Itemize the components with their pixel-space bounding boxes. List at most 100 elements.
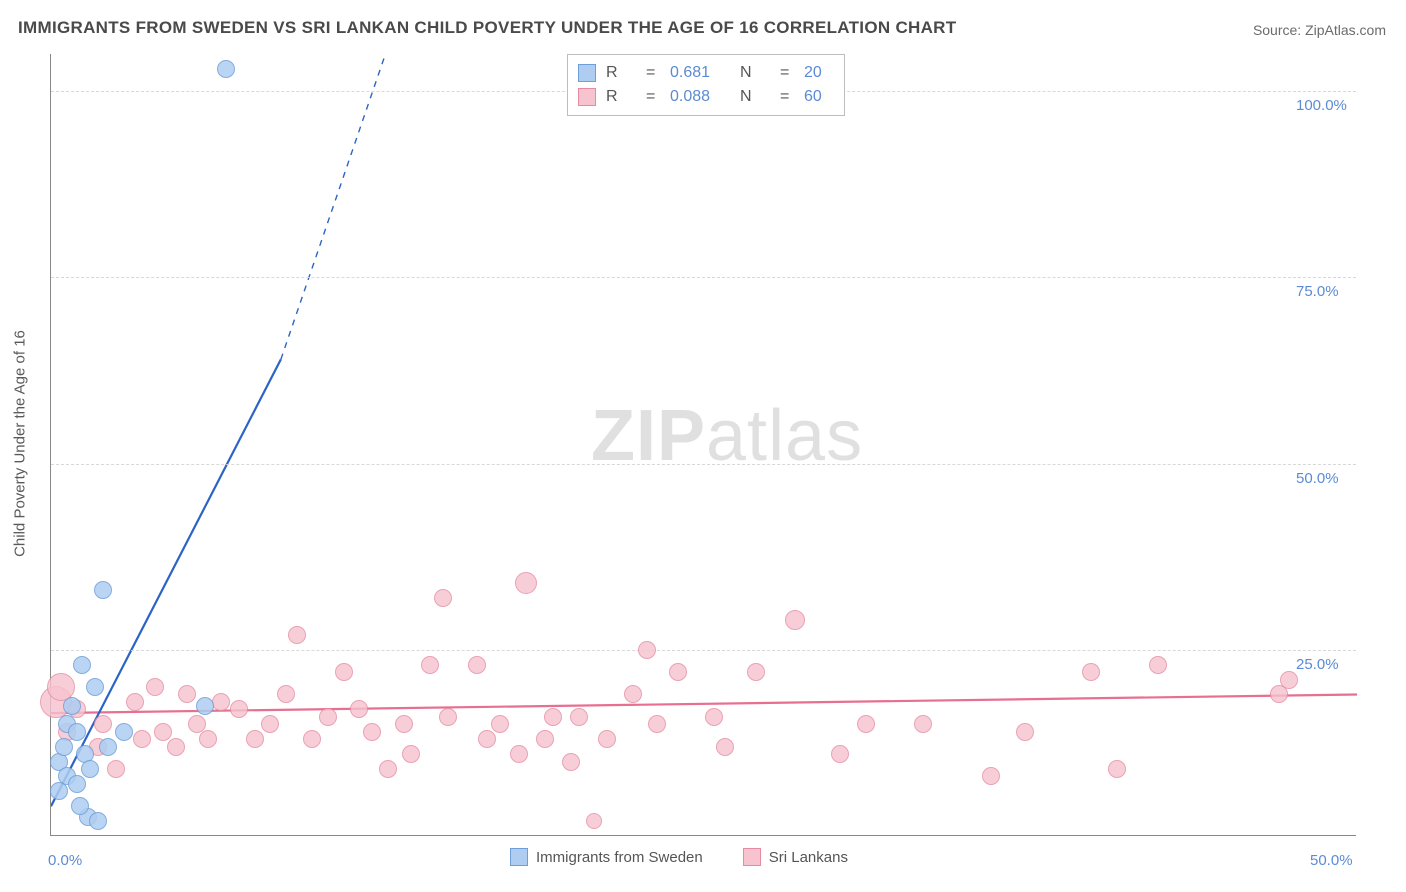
data-point-sweden [68, 775, 86, 793]
grid-line [51, 464, 1356, 465]
data-point-srilankan [335, 663, 353, 681]
data-point-srilankan [857, 715, 875, 733]
data-point-sweden [81, 760, 99, 778]
data-point-srilankan [914, 715, 932, 733]
y-tick-label: 100.0% [1296, 97, 1347, 114]
data-point-srilankan [126, 693, 144, 711]
legend-series-name: Immigrants from Sweden [536, 849, 703, 866]
source-prefix: Source: [1253, 22, 1305, 38]
data-point-srilankan [395, 715, 413, 733]
y-tick-label: 25.0% [1296, 656, 1339, 673]
x-tick-label: 50.0% [1310, 852, 1353, 869]
data-point-srilankan [570, 708, 588, 726]
data-point-srilankan [982, 767, 1000, 785]
legend-series-name: Sri Lankans [769, 849, 848, 866]
y-tick-label: 75.0% [1296, 283, 1339, 300]
y-axis-label: Child Poverty Under the Age of 16 [12, 314, 29, 574]
legend-item-sweden: Immigrants from Sweden [510, 848, 703, 866]
data-point-srilankan [669, 663, 687, 681]
data-point-srilankan [785, 610, 805, 630]
data-point-srilankan [167, 738, 185, 756]
data-point-srilankan [1016, 723, 1034, 741]
data-point-srilankan [705, 708, 723, 726]
data-point-srilankan [478, 730, 496, 748]
data-point-srilankan [434, 589, 452, 607]
legend-swatch [578, 88, 596, 106]
data-point-srilankan [199, 730, 217, 748]
data-point-srilankan [212, 693, 230, 711]
chart-title: IMMIGRANTS FROM SWEDEN VS SRI LANKAN CHI… [18, 18, 956, 38]
legend-eq: = [646, 88, 660, 106]
data-point-srilankan [1270, 685, 1288, 703]
legend-r-value: 0.088 [670, 88, 730, 106]
legend-r-value: 0.681 [670, 64, 730, 82]
source-name: ZipAtlas.com [1305, 22, 1386, 38]
data-point-srilankan [261, 715, 279, 733]
data-point-sweden [196, 697, 214, 715]
watermark: ZIPatlas [591, 395, 863, 477]
correlation-legend: R=0.681N=20R=0.088N=60 [567, 54, 845, 116]
legend-row-srilankan: R=0.088N=60 [578, 85, 834, 109]
legend-row-sweden: R=0.681N=20 [578, 61, 834, 85]
legend-n-label: N [740, 88, 770, 106]
data-point-srilankan [146, 678, 164, 696]
data-point-srilankan [246, 730, 264, 748]
data-point-srilankan [536, 730, 554, 748]
data-point-srilankan [277, 685, 295, 703]
legend-r-label: R [606, 64, 636, 82]
data-point-sweden [94, 581, 112, 599]
legend-eq: = [780, 64, 794, 82]
trend-line [281, 54, 391, 359]
data-point-srilankan [421, 656, 439, 674]
data-point-sweden [71, 797, 89, 815]
data-point-srilankan [107, 760, 125, 778]
data-point-srilankan [303, 730, 321, 748]
data-point-srilankan [178, 685, 196, 703]
legend-n-label: N [740, 64, 770, 82]
data-point-srilankan [1108, 760, 1126, 778]
data-point-srilankan [363, 723, 381, 741]
data-point-srilankan [624, 685, 642, 703]
data-point-srilankan [154, 723, 172, 741]
data-point-srilankan [638, 641, 656, 659]
series-legend: Immigrants from Sweden Sri Lankans [510, 848, 848, 866]
grid-line [51, 650, 1356, 651]
data-point-sweden [68, 723, 86, 741]
data-point-srilankan [350, 700, 368, 718]
chart-plot-area: ZIPatlas [50, 54, 1356, 836]
legend-eq: = [646, 64, 660, 82]
y-tick-label: 50.0% [1296, 470, 1339, 487]
data-point-srilankan [94, 715, 112, 733]
data-point-srilankan [716, 738, 734, 756]
data-point-srilankan [288, 626, 306, 644]
legend-swatch [578, 64, 596, 82]
data-point-sweden [86, 678, 104, 696]
data-point-srilankan [747, 663, 765, 681]
data-point-srilankan [402, 745, 420, 763]
legend-eq: = [780, 88, 794, 106]
data-point-srilankan [831, 745, 849, 763]
data-point-srilankan [230, 700, 248, 718]
data-point-srilankan [468, 656, 486, 674]
data-point-sweden [63, 697, 81, 715]
data-point-srilankan [586, 813, 602, 829]
trend-lines-layer [51, 54, 1357, 836]
data-point-srilankan [544, 708, 562, 726]
legend-item-srilankan: Sri Lankans [743, 848, 848, 866]
data-point-srilankan [491, 715, 509, 733]
data-point-srilankan [133, 730, 151, 748]
data-point-sweden [99, 738, 117, 756]
data-point-srilankan [510, 745, 528, 763]
data-point-sweden [55, 738, 73, 756]
data-point-srilankan [562, 753, 580, 771]
data-point-sweden [115, 723, 133, 741]
legend-n-value: 60 [804, 88, 834, 106]
data-point-srilankan [1149, 656, 1167, 674]
legend-swatch [510, 848, 528, 866]
data-point-srilankan [1280, 671, 1298, 689]
source-attribution: Source: ZipAtlas.com [1253, 22, 1386, 38]
data-point-sweden [217, 60, 235, 78]
data-point-srilankan [648, 715, 666, 733]
legend-swatch [743, 848, 761, 866]
data-point-srilankan [439, 708, 457, 726]
